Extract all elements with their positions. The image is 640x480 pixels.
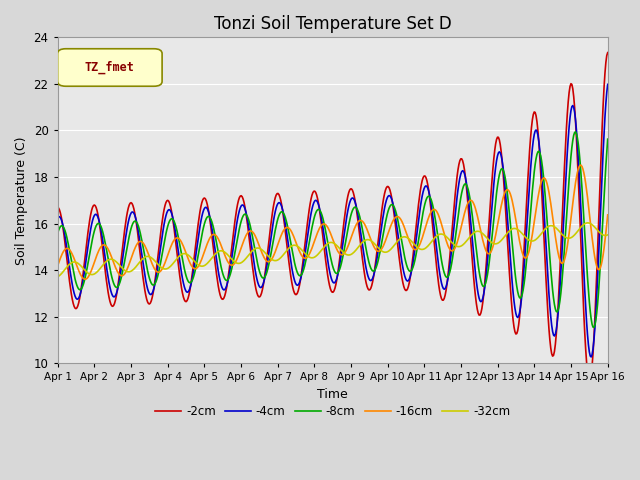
-4cm [421, 184, 429, 190]
-4cm [54, 215, 61, 221]
Line: -4cm: -4cm [58, 84, 608, 357]
Y-axis label: Soil Temperature (C): Soil Temperature (C) [15, 136, 28, 264]
-2cm [195, 215, 203, 221]
-4cm [468, 231, 476, 237]
-4cm [588, 354, 595, 360]
-8cm [378, 240, 386, 245]
-4cm [303, 241, 310, 247]
-32cm [151, 258, 159, 264]
X-axis label: Time: Time [317, 388, 348, 401]
-16cm [152, 268, 160, 274]
Line: -32cm: -32cm [58, 223, 608, 277]
-4cm [151, 281, 159, 287]
-16cm [469, 199, 477, 204]
-32cm [303, 252, 310, 258]
FancyBboxPatch shape [58, 49, 162, 86]
-16cm [303, 254, 311, 260]
-8cm [303, 255, 310, 261]
-8cm [604, 136, 612, 142]
-16cm [604, 212, 612, 218]
-4cm [378, 222, 386, 228]
-32cm [604, 232, 612, 238]
-16cm [196, 261, 204, 266]
-16cm [577, 162, 585, 168]
-32cm [195, 263, 203, 268]
Legend: -2cm, -4cm, -8cm, -16cm, -32cm: -2cm, -4cm, -8cm, -16cm, -32cm [150, 400, 515, 423]
-32cm [54, 274, 61, 280]
Text: TZ_fmet: TZ_fmet [85, 61, 135, 74]
-2cm [586, 378, 593, 384]
-32cm [584, 220, 591, 226]
Line: -2cm: -2cm [58, 53, 608, 381]
Line: -8cm: -8cm [58, 132, 608, 327]
-8cm [195, 248, 203, 253]
-32cm [468, 232, 476, 238]
-16cm [54, 263, 61, 269]
-32cm [421, 246, 429, 252]
-2cm [468, 251, 476, 257]
-32cm [378, 248, 386, 254]
-8cm [468, 208, 476, 214]
-2cm [54, 204, 61, 210]
-2cm [151, 278, 159, 284]
-2cm [421, 173, 429, 179]
-8cm [54, 231, 61, 237]
-2cm [378, 208, 386, 214]
-2cm [604, 50, 612, 56]
-16cm [379, 244, 387, 250]
Title: Tonzi Soil Temperature Set D: Tonzi Soil Temperature Set D [214, 15, 451, 33]
-4cm [604, 82, 612, 87]
-8cm [151, 281, 159, 287]
-16cm [422, 223, 429, 229]
-4cm [195, 229, 203, 235]
-16cm [81, 276, 89, 282]
Line: -16cm: -16cm [58, 165, 608, 279]
-8cm [421, 201, 429, 206]
-8cm [572, 129, 579, 135]
-8cm [590, 324, 598, 330]
-2cm [303, 228, 310, 234]
